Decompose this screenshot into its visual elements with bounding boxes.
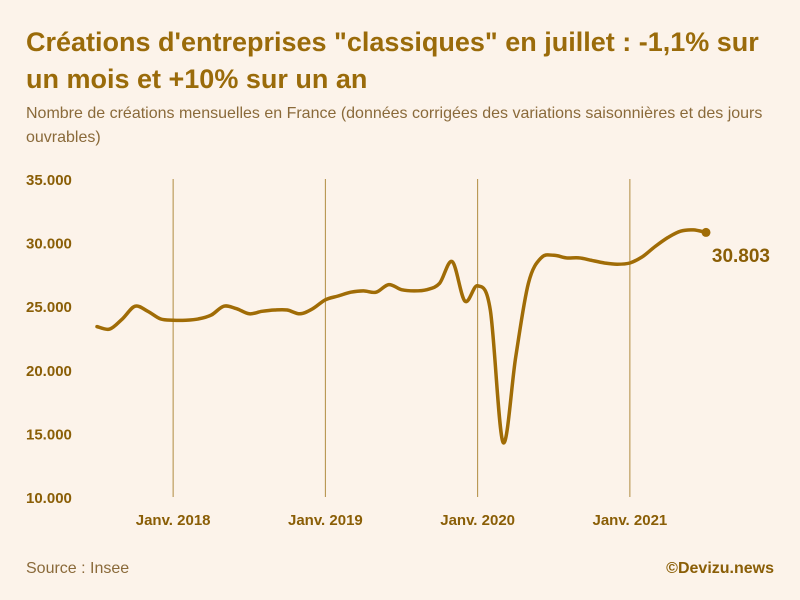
credit-note: ©Devizu.news	[666, 560, 774, 577]
last-point-marker	[701, 227, 711, 237]
x-axis-ticks: Janv. 2018 Janv. 2019 Janv. 2020 Janv. 2021	[136, 512, 668, 529]
last-value-label: 30.803	[712, 246, 770, 267]
x-tick-label: Janv. 2018	[136, 512, 211, 529]
series-group: 30.803	[95, 227, 770, 445]
y-tick-label: 20.000	[26, 363, 72, 380]
source-note: Source : Insee	[26, 560, 130, 577]
x-tick-label: Janv. 2020	[440, 512, 515, 529]
y-tick-label: 10.000	[26, 490, 72, 507]
y-axis-ticks: 10.000 15.000 20.000 25.000 30.000 35.000	[26, 172, 72, 507]
y-tick-label: 30.000	[26, 236, 72, 253]
chart-title: Créations d'entreprises "classiques" en …	[26, 27, 759, 94]
y-tick-label: 35.000	[26, 172, 72, 189]
y-tick-label: 15.000	[26, 426, 72, 443]
y-tick-label: 25.000	[26, 299, 72, 316]
x-tick-label: Janv. 2021	[592, 512, 667, 529]
vertical-gridlines	[172, 179, 631, 497]
chart-subtitle: Nombre de créations mensuelles en France…	[26, 105, 763, 146]
series-line	[95, 228, 708, 445]
x-tick-label: Janv. 2019	[288, 512, 363, 529]
